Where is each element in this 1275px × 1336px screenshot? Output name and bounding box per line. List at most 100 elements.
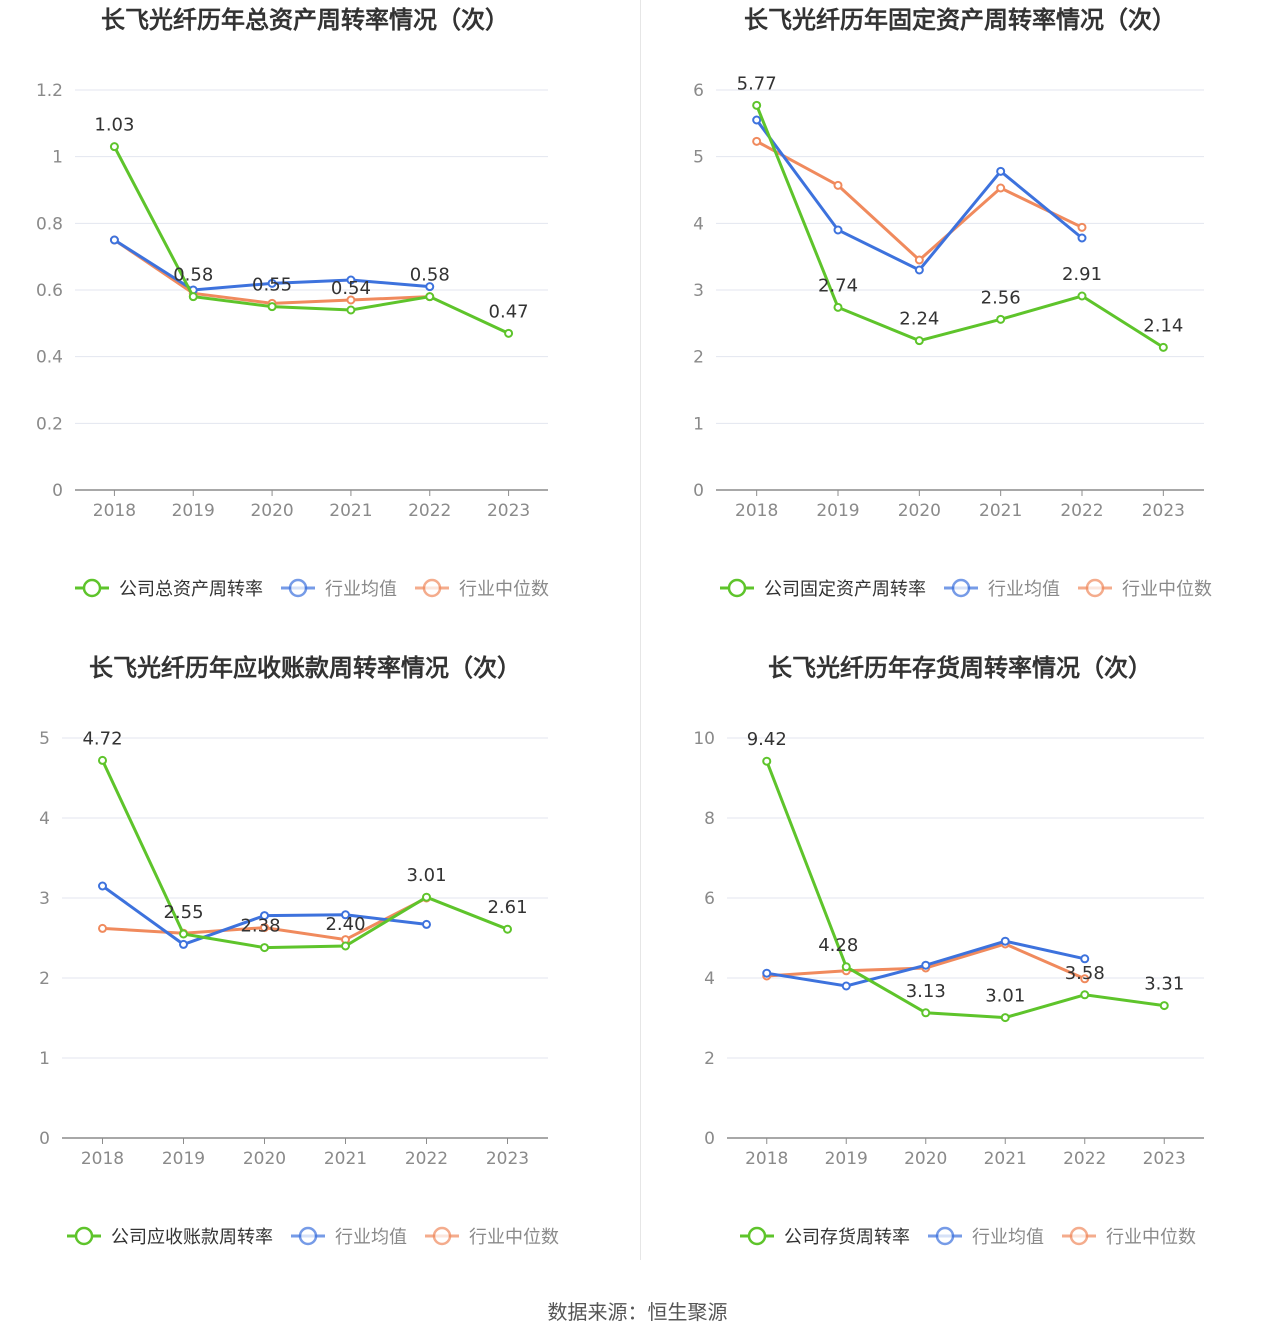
legend-item-avg[interactable]: 行业均值	[928, 1226, 1044, 1248]
data-point-avg[interactable]	[341, 910, 350, 920]
data-point-company[interactable]	[921, 1008, 931, 1018]
y-tick-label: 4	[693, 214, 704, 234]
data-point-avg[interactable]	[833, 225, 843, 235]
legend-item-company[interactable]: 公司应收账款周转率	[67, 1226, 273, 1248]
x-tick-label: 2020	[904, 1149, 947, 1169]
data-label: 2.74	[818, 275, 858, 296]
data-point-avg[interactable]	[425, 282, 435, 292]
y-tick-label: 5	[693, 148, 704, 168]
legend-label: 行业中位数	[1106, 1227, 1196, 1248]
y-tick-label: 1	[52, 148, 63, 168]
legend-label: 行业均值	[988, 579, 1060, 600]
data-point-median[interactable]	[914, 255, 924, 265]
data-point-company[interactable]	[1077, 291, 1087, 301]
data-point-avg[interactable]	[346, 275, 356, 285]
y-tick-label: 0.8	[36, 214, 63, 234]
data-label: 3.01	[985, 986, 1025, 1007]
data-point-company[interactable]	[109, 142, 119, 152]
x-tick-label: 2022	[1063, 1149, 1106, 1169]
data-point-company[interactable]	[179, 929, 188, 939]
legend-item-median[interactable]: 行业中位数	[425, 1226, 559, 1248]
y-tick-label: 5	[39, 729, 50, 749]
y-tick-label: 10	[693, 729, 715, 749]
data-label: 2.91	[1062, 264, 1102, 285]
y-tick-label: 0	[704, 1129, 715, 1149]
legend-item-median[interactable]: 行业中位数	[415, 578, 549, 600]
y-tick-label: 0	[39, 1129, 50, 1149]
legend-label: 行业中位数	[1122, 579, 1212, 600]
y-tick-label: 0.6	[36, 281, 63, 301]
data-point-company[interactable]	[762, 756, 772, 766]
data-point-company[interactable]	[914, 336, 924, 346]
data-point-avg[interactable]	[422, 919, 431, 929]
data-point-company[interactable]	[188, 292, 198, 302]
legend-item-avg[interactable]: 行业均值	[944, 578, 1060, 600]
y-tick-label: 1	[39, 1049, 50, 1069]
data-point-median[interactable]	[346, 295, 356, 305]
data-label: 0.58	[410, 265, 450, 286]
legend-item-avg[interactable]: 行业均值	[291, 1226, 407, 1248]
data-point-company[interactable]	[503, 924, 512, 934]
data-point-median[interactable]	[1077, 222, 1087, 232]
data-label: 0.58	[173, 265, 213, 286]
data-point-company[interactable]	[341, 941, 350, 951]
data-point-median[interactable]	[260, 923, 269, 933]
legend-item-avg[interactable]: 行业均值	[281, 578, 397, 600]
data-point-avg[interactable]	[267, 278, 277, 288]
data-point-avg[interactable]	[752, 115, 762, 125]
data-label: 0.55	[252, 275, 292, 296]
data-point-company[interactable]	[841, 962, 851, 972]
x-tick-label: 2023	[486, 1149, 529, 1169]
x-tick-label: 2023	[487, 501, 530, 521]
data-point-company[interactable]	[1080, 990, 1090, 1000]
data-point-median[interactable]	[996, 183, 1006, 193]
x-tick-label: 2019	[825, 1149, 868, 1169]
legend-item-company[interactable]: 公司总资产周转率	[75, 578, 263, 600]
legend-item-company[interactable]: 公司固定资产周转率	[720, 578, 926, 600]
data-point-avg[interactable]	[179, 939, 188, 949]
chart-panel-total-asset-turnover: 长飞光纤历年总资产周转率情况（次） 0 0.2 0.4 0.6 0.8 1 1.2 2018 20…	[0, 0, 637, 648]
data-point-company[interactable]	[425, 292, 435, 302]
data-point-company[interactable]	[346, 305, 356, 315]
data-point-company[interactable]	[1159, 1001, 1169, 1011]
legend-item-median[interactable]: 行业中位数	[1062, 1226, 1196, 1248]
data-point-avg[interactable]	[1000, 936, 1010, 946]
chart-panel-receivables-turnover: 长飞光纤历年应收账款周转率情况（次） 0 1 2 3 4 5 2018 2019 2020 2021…	[0, 648, 637, 1296]
data-point-avg[interactable]	[841, 981, 851, 991]
legend-marker	[747, 1226, 767, 1246]
data-point-median[interactable]	[752, 136, 762, 146]
data-point-company[interactable]	[833, 302, 843, 312]
x-tick-label: 2022	[408, 501, 451, 521]
data-point-company[interactable]	[1000, 1013, 1010, 1023]
legend-label: 行业中位数	[459, 579, 549, 600]
data-point-avg[interactable]	[109, 235, 119, 245]
legend-item-company[interactable]: 公司存货周转率	[740, 1226, 910, 1248]
data-point-avg[interactable]	[1077, 233, 1087, 243]
data-point-avg[interactable]	[914, 265, 924, 275]
series-line-company	[101, 759, 509, 950]
legend-marker	[951, 578, 971, 598]
data-point-avg[interactable]	[260, 911, 269, 921]
data-point-company[interactable]	[422, 892, 431, 902]
data-point-avg[interactable]	[98, 881, 107, 891]
data-point-company[interactable]	[267, 302, 277, 312]
data-point-company[interactable]	[98, 755, 107, 765]
data-point-avg[interactable]	[1080, 954, 1090, 964]
data-point-avg[interactable]	[921, 960, 931, 970]
data-point-company[interactable]	[752, 100, 762, 110]
data-point-company[interactable]	[504, 328, 514, 338]
data-point-company[interactable]	[1158, 342, 1168, 352]
data-point-median[interactable]	[833, 180, 843, 190]
data-point-company[interactable]	[260, 943, 269, 953]
chart-inventory-turnover: 长飞光纤历年存货周转率情况（次） 0 2 4 6 8 10 2018 2019 2020 2021 2…	[693, 654, 1204, 1248]
data-point-median[interactable]	[98, 923, 107, 933]
data-point-median[interactable]	[1080, 974, 1090, 984]
x-tick-label: 2023	[1142, 501, 1185, 521]
data-label: 2.56	[981, 287, 1021, 308]
y-tick-label: 4	[39, 809, 50, 829]
legend-item-median[interactable]: 行业中位数	[1078, 578, 1212, 600]
data-point-avg[interactable]	[762, 968, 772, 978]
data-point-company[interactable]	[996, 314, 1006, 324]
x-tick-label: 2019	[172, 501, 215, 521]
data-point-avg[interactable]	[996, 166, 1006, 176]
